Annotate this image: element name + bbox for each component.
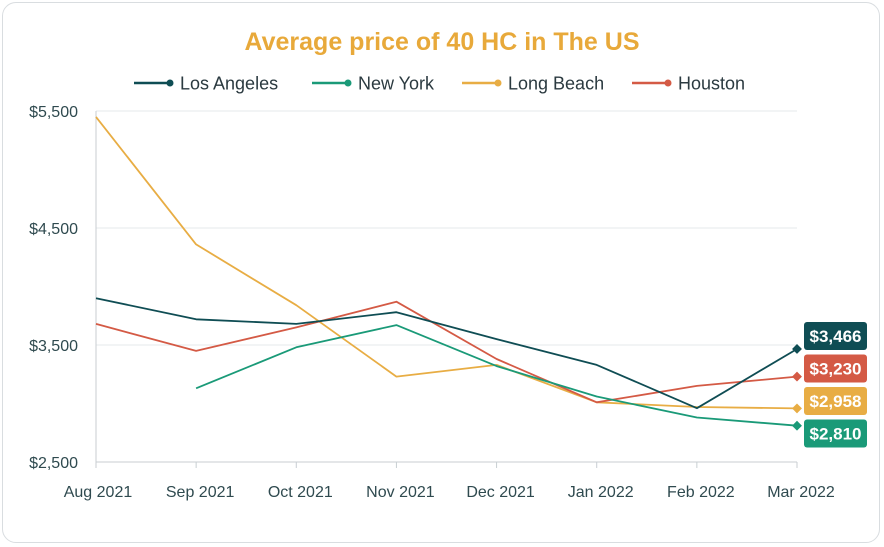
legend-label: New York <box>358 74 435 94</box>
y-tick-label: $5,500 <box>29 104 78 121</box>
x-tick-label: Sep 2021 <box>166 484 235 501</box>
end-label-text: $2,958 <box>810 392 862 411</box>
y-tick-label: $3,500 <box>29 338 78 355</box>
legend: Los Angeles New York Long Beach Houston <box>134 74 745 94</box>
y-axis: $5,500 $4,500 $3,500 $2,500 <box>29 104 97 472</box>
x-tick-label: Dec 2021 <box>466 484 535 501</box>
end-marker <box>792 403 802 414</box>
grid-lines <box>96 110 797 463</box>
end-label-long-beach: $2,958 <box>804 386 867 415</box>
series-line-los-angeles <box>95 297 798 410</box>
end-label-houston: $3,230 <box>804 354 867 383</box>
series-line-new-york <box>195 324 798 427</box>
end-label-text: $2,810 <box>810 424 862 443</box>
chart-title: Average price of 40 HC in The US <box>244 28 639 56</box>
x-tick-label: Aug 2021 <box>64 484 133 501</box>
x-axis: Aug 2021 Sep 2021 Oct 2021 Nov 2021 Dec 2021… <box>64 461 835 501</box>
legend-swatch-dot <box>664 79 672 87</box>
end-marker <box>792 371 802 382</box>
legend-item-new-york[interactable]: New York <box>312 74 435 94</box>
y-tick-label: $4,500 <box>29 221 78 238</box>
end-label-box <box>804 354 867 383</box>
series-line-houston <box>95 300 798 404</box>
end-label-los-angeles: $3,466 <box>804 321 867 350</box>
end-label-box <box>804 321 867 350</box>
x-tick-label: Feb 2022 <box>667 484 735 501</box>
y-tick-label: $2,500 <box>29 455 78 472</box>
x-tick-label: Jan 2022 <box>568 484 634 501</box>
legend-label: Los Angeles <box>180 74 278 94</box>
end-value-labels: $3,466 $3,230 $2,958 $2,810 <box>804 321 867 448</box>
legend-item-houston[interactable]: Houston <box>632 74 745 94</box>
series-line-long-beach <box>95 116 798 410</box>
x-tick-label: Oct 2021 <box>268 484 333 501</box>
end-marker <box>792 344 802 354</box>
end-label-text: $3,230 <box>810 359 862 378</box>
end-label-new-york: $2,810 <box>804 419 867 448</box>
series-lines <box>95 116 802 431</box>
legend-swatch-dot <box>344 79 352 87</box>
end-label-box <box>804 419 867 448</box>
x-tick-label: Nov 2021 <box>366 484 435 501</box>
legend-item-long-beach[interactable]: Long Beach <box>462 74 604 94</box>
legend-swatch-dot <box>166 79 174 87</box>
legend-label: Houston <box>678 74 745 94</box>
x-tick-label: Mar 2022 <box>767 484 835 501</box>
end-marker <box>792 420 802 431</box>
end-label-text: $3,466 <box>810 327 862 346</box>
legend-label: Long Beach <box>508 74 604 94</box>
end-label-box <box>804 386 867 415</box>
legend-swatch-dot <box>494 79 502 87</box>
legend-item-los-angeles[interactable]: Los Angeles <box>134 74 278 94</box>
